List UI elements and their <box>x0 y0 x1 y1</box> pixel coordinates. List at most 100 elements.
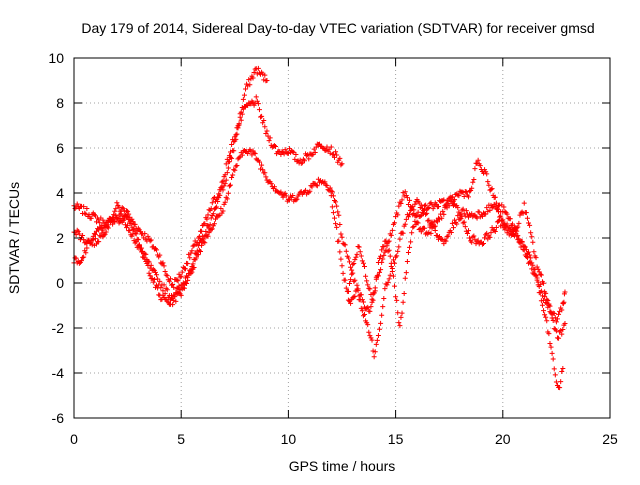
data-point <box>370 291 376 297</box>
data-point <box>509 221 515 227</box>
data-point <box>127 228 133 234</box>
data-point <box>487 234 493 240</box>
data-point <box>197 249 203 255</box>
data-point <box>347 259 353 265</box>
data-point <box>189 248 195 254</box>
data-point <box>328 188 334 194</box>
data-point <box>550 317 556 323</box>
data-point <box>395 310 401 316</box>
data-point <box>365 322 371 328</box>
data-point <box>516 220 522 226</box>
data-point <box>393 294 399 300</box>
data-point <box>199 242 205 248</box>
data-point <box>360 260 366 266</box>
data-point <box>229 142 235 148</box>
data-point <box>163 272 169 278</box>
data-point <box>401 291 407 297</box>
data-point <box>463 208 469 214</box>
data-point <box>222 181 228 187</box>
data-point <box>255 101 261 107</box>
data-point <box>122 212 128 218</box>
data-point <box>398 201 404 207</box>
data-point <box>224 156 230 162</box>
data-point <box>151 276 157 282</box>
tick-layer: 0 5 10 15 20 25 -6 -4 -2 0 2 4 6 8 10 <box>48 50 618 447</box>
data-point <box>333 149 339 155</box>
data-point <box>234 131 240 137</box>
y-tick-label: -2 <box>52 320 65 336</box>
data-point <box>522 244 528 250</box>
data-point <box>161 263 167 269</box>
data-point <box>208 226 214 232</box>
data-point <box>309 184 315 190</box>
data-point <box>239 111 245 117</box>
data-point <box>364 305 370 311</box>
data-point <box>175 278 181 284</box>
data-point <box>324 183 330 189</box>
data-point <box>342 242 348 248</box>
data-point <box>210 211 216 217</box>
data-point <box>491 227 497 233</box>
data-point <box>136 242 142 248</box>
data-point <box>322 179 328 185</box>
data-point <box>558 379 564 385</box>
data-point <box>557 385 563 391</box>
data-point <box>403 192 409 198</box>
data-point <box>333 199 339 205</box>
data-point <box>483 211 489 217</box>
data-point <box>256 159 262 165</box>
data-point <box>181 285 187 291</box>
data-point <box>488 230 494 236</box>
data-point <box>547 341 553 347</box>
data-point <box>365 282 371 288</box>
data-point <box>285 196 291 202</box>
data-point <box>445 198 451 204</box>
data-point <box>449 220 455 226</box>
data-point <box>418 229 424 235</box>
data-point <box>369 296 375 302</box>
data-point <box>462 188 468 194</box>
data-point <box>449 194 455 200</box>
data-point <box>368 335 374 341</box>
data-point <box>471 233 477 239</box>
data-point <box>340 270 346 276</box>
data-point <box>389 266 395 272</box>
data-point <box>102 231 108 237</box>
data-point <box>410 224 416 230</box>
data-point <box>282 147 288 153</box>
data-point <box>255 65 261 71</box>
data-point <box>461 194 467 200</box>
data-point <box>201 239 207 245</box>
data-point <box>460 206 466 212</box>
data-point <box>537 271 543 277</box>
data-point <box>489 205 495 211</box>
data-point <box>445 233 451 239</box>
data-point <box>87 241 93 247</box>
data-point <box>549 315 555 321</box>
data-point <box>481 241 487 247</box>
data-point <box>174 277 180 283</box>
data-point <box>228 149 234 155</box>
data-point <box>426 217 432 223</box>
data-point <box>397 236 403 242</box>
data-point <box>132 221 138 227</box>
data-point <box>191 264 197 270</box>
data-point <box>379 312 385 318</box>
data-point <box>147 238 153 244</box>
data-point <box>407 211 413 217</box>
data-point <box>485 179 491 185</box>
data-point <box>307 188 313 194</box>
data-point <box>143 251 149 257</box>
data-point <box>112 208 118 214</box>
data-point <box>170 302 176 308</box>
data-point <box>407 244 413 250</box>
data-point <box>409 230 415 236</box>
data-point <box>199 228 205 234</box>
data-point <box>336 212 342 218</box>
data-point <box>81 237 87 243</box>
data-point <box>178 273 184 279</box>
data-point <box>362 312 368 318</box>
data-point <box>366 329 372 335</box>
data-point <box>455 213 461 219</box>
data-point <box>237 114 243 120</box>
